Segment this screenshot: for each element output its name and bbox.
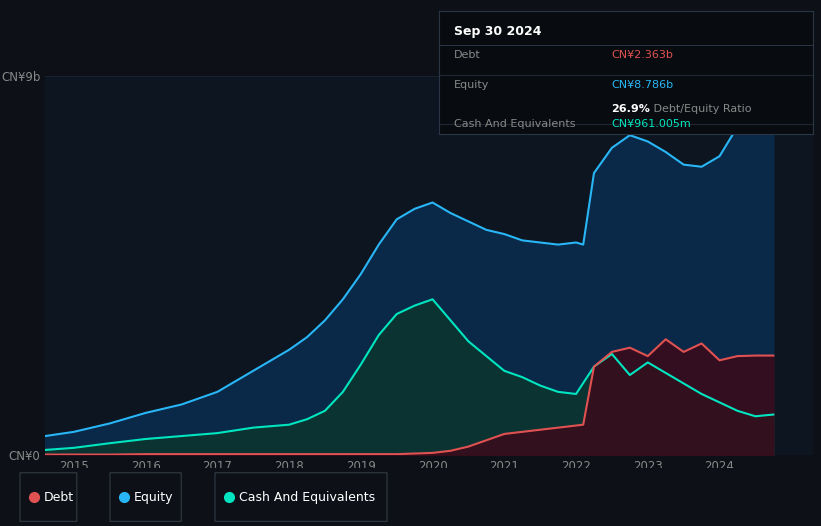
Text: 26.9%: 26.9%: [611, 105, 650, 115]
Text: CN¥8.786b: CN¥8.786b: [611, 80, 673, 90]
Text: Debt: Debt: [454, 50, 481, 60]
Text: Debt/Equity Ratio: Debt/Equity Ratio: [650, 105, 752, 115]
Text: Equity: Equity: [134, 491, 173, 503]
Text: Equity: Equity: [454, 80, 489, 90]
Text: Cash And Equivalents: Cash And Equivalents: [454, 119, 576, 129]
Text: Sep 30 2024: Sep 30 2024: [454, 25, 542, 38]
Text: CN¥2.363b: CN¥2.363b: [611, 50, 673, 60]
Text: Debt: Debt: [44, 491, 74, 503]
Text: CN¥961.005m: CN¥961.005m: [611, 119, 690, 129]
Text: Cash And Equivalents: Cash And Equivalents: [239, 491, 375, 503]
